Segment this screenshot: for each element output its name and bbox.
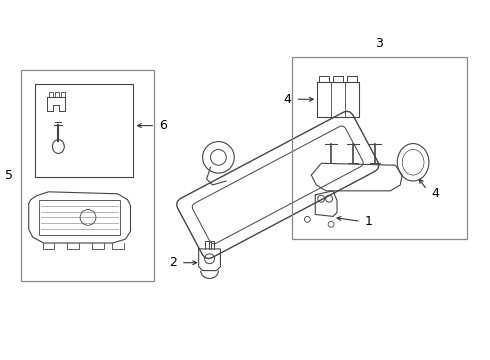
Bar bbox=[21, 70, 154, 282]
Bar bbox=[35, 84, 133, 177]
Text: 6: 6 bbox=[159, 119, 167, 132]
Text: 5: 5 bbox=[5, 169, 13, 182]
Bar bbox=[39, 200, 120, 235]
Bar bbox=[292, 57, 467, 239]
Text: 2: 2 bbox=[169, 256, 177, 269]
Text: 3: 3 bbox=[375, 37, 384, 50]
Text: 1: 1 bbox=[365, 215, 372, 228]
Text: 4: 4 bbox=[284, 93, 292, 106]
Bar bbox=[347, 76, 357, 82]
Bar bbox=[333, 76, 343, 82]
Text: 4: 4 bbox=[431, 187, 439, 200]
Bar bbox=[319, 76, 329, 82]
